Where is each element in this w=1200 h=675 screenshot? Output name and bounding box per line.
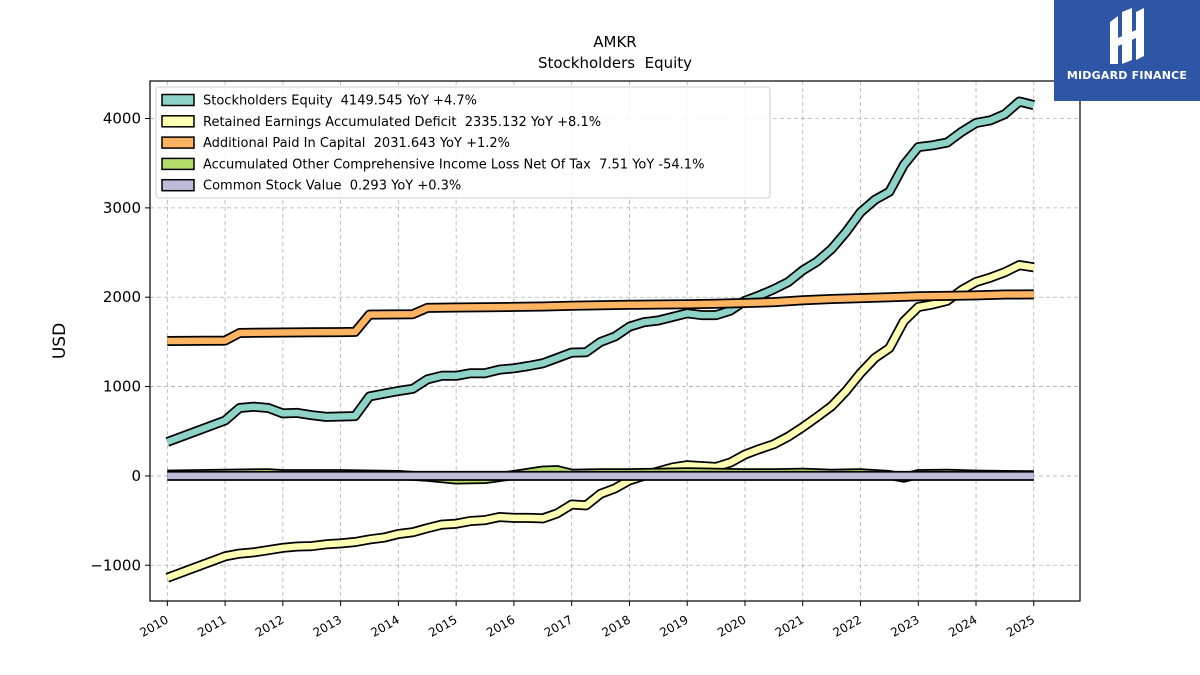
series-line — [166, 261, 1035, 581]
series-retained-earnings-accumulated-deficit — [165, 260, 1035, 583]
y-axis-label: USD — [50, 323, 70, 359]
legend-label: Retained Earnings Accumulated Deficit 23… — [203, 115, 601, 130]
legend-swatch — [161, 93, 195, 107]
x-tick-label: 2012 — [253, 612, 286, 639]
x-tick-label: 2015 — [426, 612, 459, 639]
series-layer — [165, 96, 1036, 583]
y-tick-label: 0 — [131, 467, 141, 485]
midgard-logo-icon — [1110, 8, 1144, 64]
x-tick-label: 2018 — [599, 612, 632, 639]
legend-label: Accumulated Other Comprehensive Income L… — [203, 157, 704, 172]
series-line — [166, 98, 1035, 446]
x-tick-label: 2023 — [888, 612, 921, 639]
legend: Stockholders Equity 4149.545 YoY +4.7% Re… — [155, 86, 771, 199]
y-tick-label: 3000 — [103, 199, 141, 217]
x-tick-label: 2010 — [137, 612, 170, 639]
legend-swatch — [161, 178, 195, 192]
legend-swatch — [161, 136, 195, 149]
legend-swatch — [161, 157, 195, 171]
x-tick-label: 2025 — [1004, 612, 1037, 639]
x-axis: 2010 2011 2012 2013 2014 2015 2016 2017 2018 2019… — [137, 601, 1037, 640]
chart-subtitle: Stockholders Equity — [538, 54, 692, 72]
legend-box — [155, 86, 771, 199]
legend-swatch — [161, 115, 195, 128]
x-tick-label: 2011 — [195, 612, 228, 639]
x-tick-label: 2017 — [542, 612, 575, 639]
legend-label: Common Stock Value 0.293 YoY +0.3% — [203, 179, 461, 194]
plot-frame — [149, 80, 1081, 602]
y-tick-label: 1000 — [103, 378, 141, 396]
x-tick-label: 2022 — [831, 612, 864, 639]
brand-name: MIDGARD FINANCE — [1066, 69, 1188, 82]
chart-title: AMKR — [593, 33, 636, 51]
series-stockholders-equity — [165, 96, 1036, 447]
x-tick-label: 2016 — [484, 612, 517, 639]
y-tick-label: 2000 — [103, 288, 141, 306]
x-tick-label: 2024 — [946, 612, 979, 639]
legend-label: Stockholders Equity 4149.545 YoY +4.7% — [203, 94, 477, 109]
legend-label: Additional Paid In Capital 2031.643 YoY … — [203, 136, 510, 151]
y-tick-label: 4000 — [103, 110, 141, 128]
brand-logo: MIDGARD FINANCE — [1054, 0, 1200, 101]
x-tick-label: 2021 — [773, 612, 806, 639]
y-axis: −1000 0 1000 2000 3000 4000 — [90, 110, 150, 574]
series-line — [167, 291, 1034, 345]
x-tick-label: 2019 — [657, 612, 690, 639]
x-tick-label: 2014 — [368, 612, 401, 639]
y-tick-label: −1000 — [90, 556, 141, 574]
x-tick-label: 2013 — [311, 612, 344, 639]
series-additional-paid-in-capital — [167, 289, 1034, 346]
series-outline — [165, 260, 1035, 583]
x-tick-label: 2020 — [715, 612, 748, 639]
